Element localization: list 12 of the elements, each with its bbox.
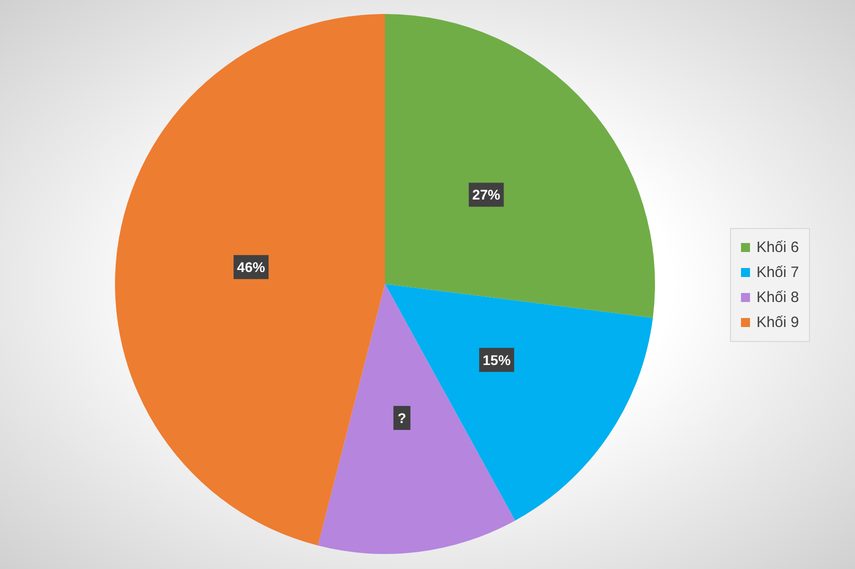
pie-slice: [318, 284, 516, 554]
legend-label: Khối 6: [756, 238, 799, 256]
pie-slice: [385, 14, 655, 318]
data-label: ?: [398, 410, 406, 426]
legend-label: Khối 7: [756, 264, 799, 280]
pie-slice: [385, 284, 653, 521]
data-label: 15%: [482, 352, 512, 368]
data-label: 27%: [472, 186, 501, 203]
legend-label: Khối 9: [756, 314, 799, 330]
legend-label: Khối 8: [756, 288, 799, 306]
pie-slice: [116, 14, 385, 546]
data-label: 46%: [237, 259, 266, 276]
